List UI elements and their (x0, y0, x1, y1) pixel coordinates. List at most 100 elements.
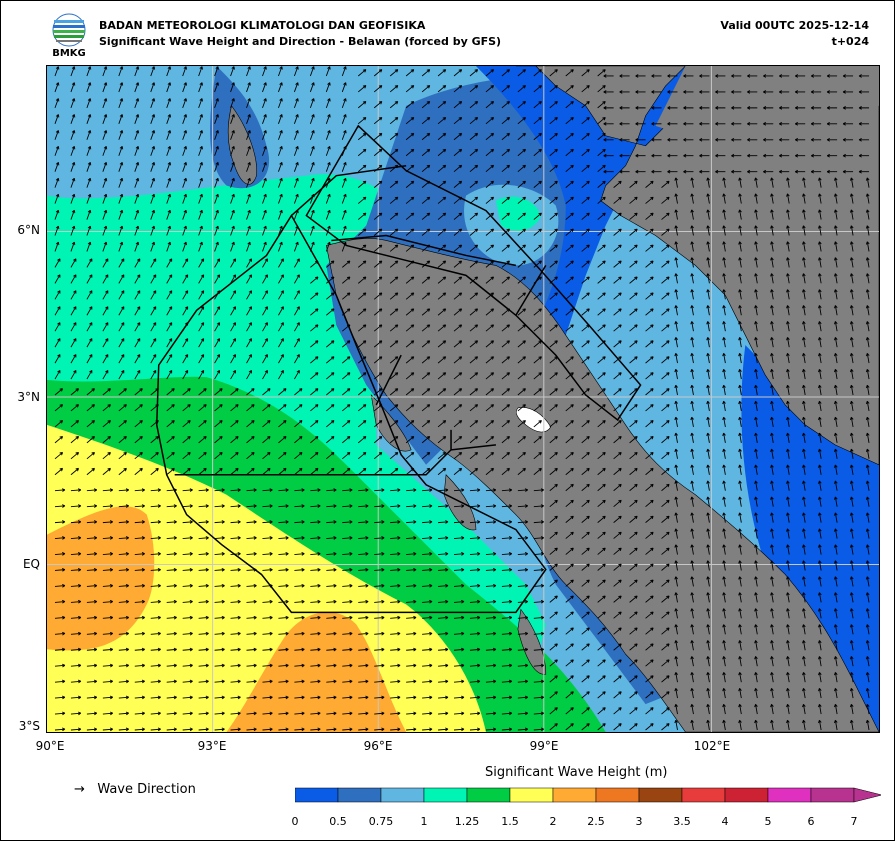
wave-direction-arrow (565, 404, 574, 412)
wave-direction-arrow (358, 663, 369, 668)
wave-direction-arrow (86, 420, 95, 428)
wave-direction-arrow (690, 592, 694, 603)
wave-direction-arrow (818, 289, 822, 300)
wave-direction-arrow (469, 695, 481, 700)
wave-direction-arrow (182, 209, 187, 220)
wave-direction-arrow (406, 504, 417, 508)
wave-direction-arrow (645, 324, 654, 332)
wave-direction-arrow (86, 114, 92, 124)
wave-direction-arrow (182, 436, 191, 444)
wave-direction-arrow (706, 719, 710, 731)
wave-direction-arrow (230, 663, 241, 668)
wave-direction-arrow (70, 114, 76, 124)
wave-direction-arrow (134, 354, 141, 364)
wave-direction-arrow (613, 292, 622, 300)
wave-direction-arrow (246, 663, 257, 668)
wave-direction-arrow (581, 180, 590, 188)
wave-direction-arrow (661, 627, 670, 635)
wave-direction-arrow (325, 241, 331, 252)
wave-direction-arrow (54, 631, 66, 636)
wave-direction-arrow (533, 372, 542, 380)
wave-direction-arrow (763, 90, 774, 94)
wave-direction-arrow (102, 322, 109, 332)
wave-direction-arrow (833, 257, 838, 268)
wave-direction-arrow (802, 464, 806, 475)
wave-direction-arrow (818, 193, 822, 204)
wave-direction-arrow (102, 114, 108, 124)
wave-direction-arrow (833, 528, 838, 539)
wave-map (46, 65, 880, 733)
wave-direction-arrow (342, 356, 351, 364)
wave-direction-arrow (453, 663, 465, 668)
wave-direction-arrow (342, 727, 353, 732)
wave-direction-arrow (469, 244, 479, 252)
wave-direction-arrow (794, 137, 806, 142)
wave-direction-arrow (214, 711, 225, 716)
wave-direction-arrow (722, 241, 726, 252)
wave-direction-arrow (581, 467, 590, 476)
wave-direction-arrow (629, 292, 638, 300)
wave-direction-arrow (421, 356, 431, 364)
wave-direction-arrow (134, 436, 143, 444)
wave-direction-arrow (549, 180, 558, 188)
colorbar-segment (595, 787, 640, 803)
wave-direction-arrow (865, 400, 870, 412)
wave-direction-arrow (699, 137, 710, 142)
wave-direction-arrow (597, 707, 606, 715)
wave-direction-arrow (865, 177, 870, 188)
wave-direction-arrow (699, 169, 710, 174)
wave-direction-arrow (565, 260, 574, 268)
wave-direction-arrow (833, 672, 838, 683)
wave-direction-arrow (754, 305, 758, 316)
wave-direction-arrow (533, 180, 542, 188)
wave-direction-arrow (565, 388, 574, 396)
wave-direction-arrow (453, 568, 465, 572)
wave-direction-arrow (86, 520, 98, 524)
wave-direction-arrow (690, 480, 694, 491)
wave-direction-arrow (374, 599, 385, 604)
wave-direction-arrow (770, 496, 774, 507)
wave-direction-arrow (102, 663, 114, 668)
wave-direction-arrow (182, 306, 189, 316)
wave-direction-arrow (469, 711, 481, 716)
wave-direction-arrow (198, 488, 209, 492)
wave-direction-arrow (619, 74, 630, 78)
wave-direction-arrow (214, 241, 219, 252)
wave-direction-arrow (597, 723, 606, 731)
wave-direction-arrow (86, 631, 98, 636)
wave-direction-arrow (118, 193, 124, 204)
wave-direction-arrow (683, 169, 694, 174)
wave-direction-arrow (533, 292, 542, 300)
wave-direction-arrow (70, 98, 76, 109)
wave-direction-arrow (373, 467, 383, 476)
wave-direction-arrow (422, 727, 433, 732)
wave-direction-arrow (722, 624, 726, 635)
wave-direction-arrow (738, 512, 742, 523)
wave-direction-arrow (833, 592, 838, 603)
wave-direction-arrow (182, 520, 193, 524)
wave-direction-arrow (833, 624, 838, 635)
arrow-icon: → (74, 782, 85, 797)
wave-direction-arrow (118, 631, 130, 636)
wave-direction-arrow (517, 404, 526, 412)
wave-direction-arrow (373, 308, 383, 316)
wave-direction-arrow (437, 420, 447, 428)
wave-direction-arrow (565, 611, 574, 619)
wave-direction-arrow (405, 196, 415, 204)
wave-direction-arrow (326, 436, 335, 444)
wave-direction-arrow (629, 228, 638, 236)
wave-direction-arrow (818, 512, 822, 523)
wave-direction-arrow (613, 723, 622, 731)
wave-direction-arrow (86, 82, 92, 93)
wave-direction-arrow (674, 257, 678, 268)
wave-direction-arrow (422, 488, 433, 492)
wave-direction-arrow (278, 679, 289, 684)
wave-direction-arrow (645, 723, 654, 731)
wave-direction-arrow (849, 496, 854, 507)
wave-direction-arrow (373, 132, 383, 141)
wave-direction-arrow (858, 137, 870, 142)
wave-direction-arrow (706, 608, 710, 619)
wave-direction-arrow (565, 723, 574, 731)
wave-direction-arrow (501, 679, 513, 684)
wave-direction-arrow (865, 416, 870, 427)
